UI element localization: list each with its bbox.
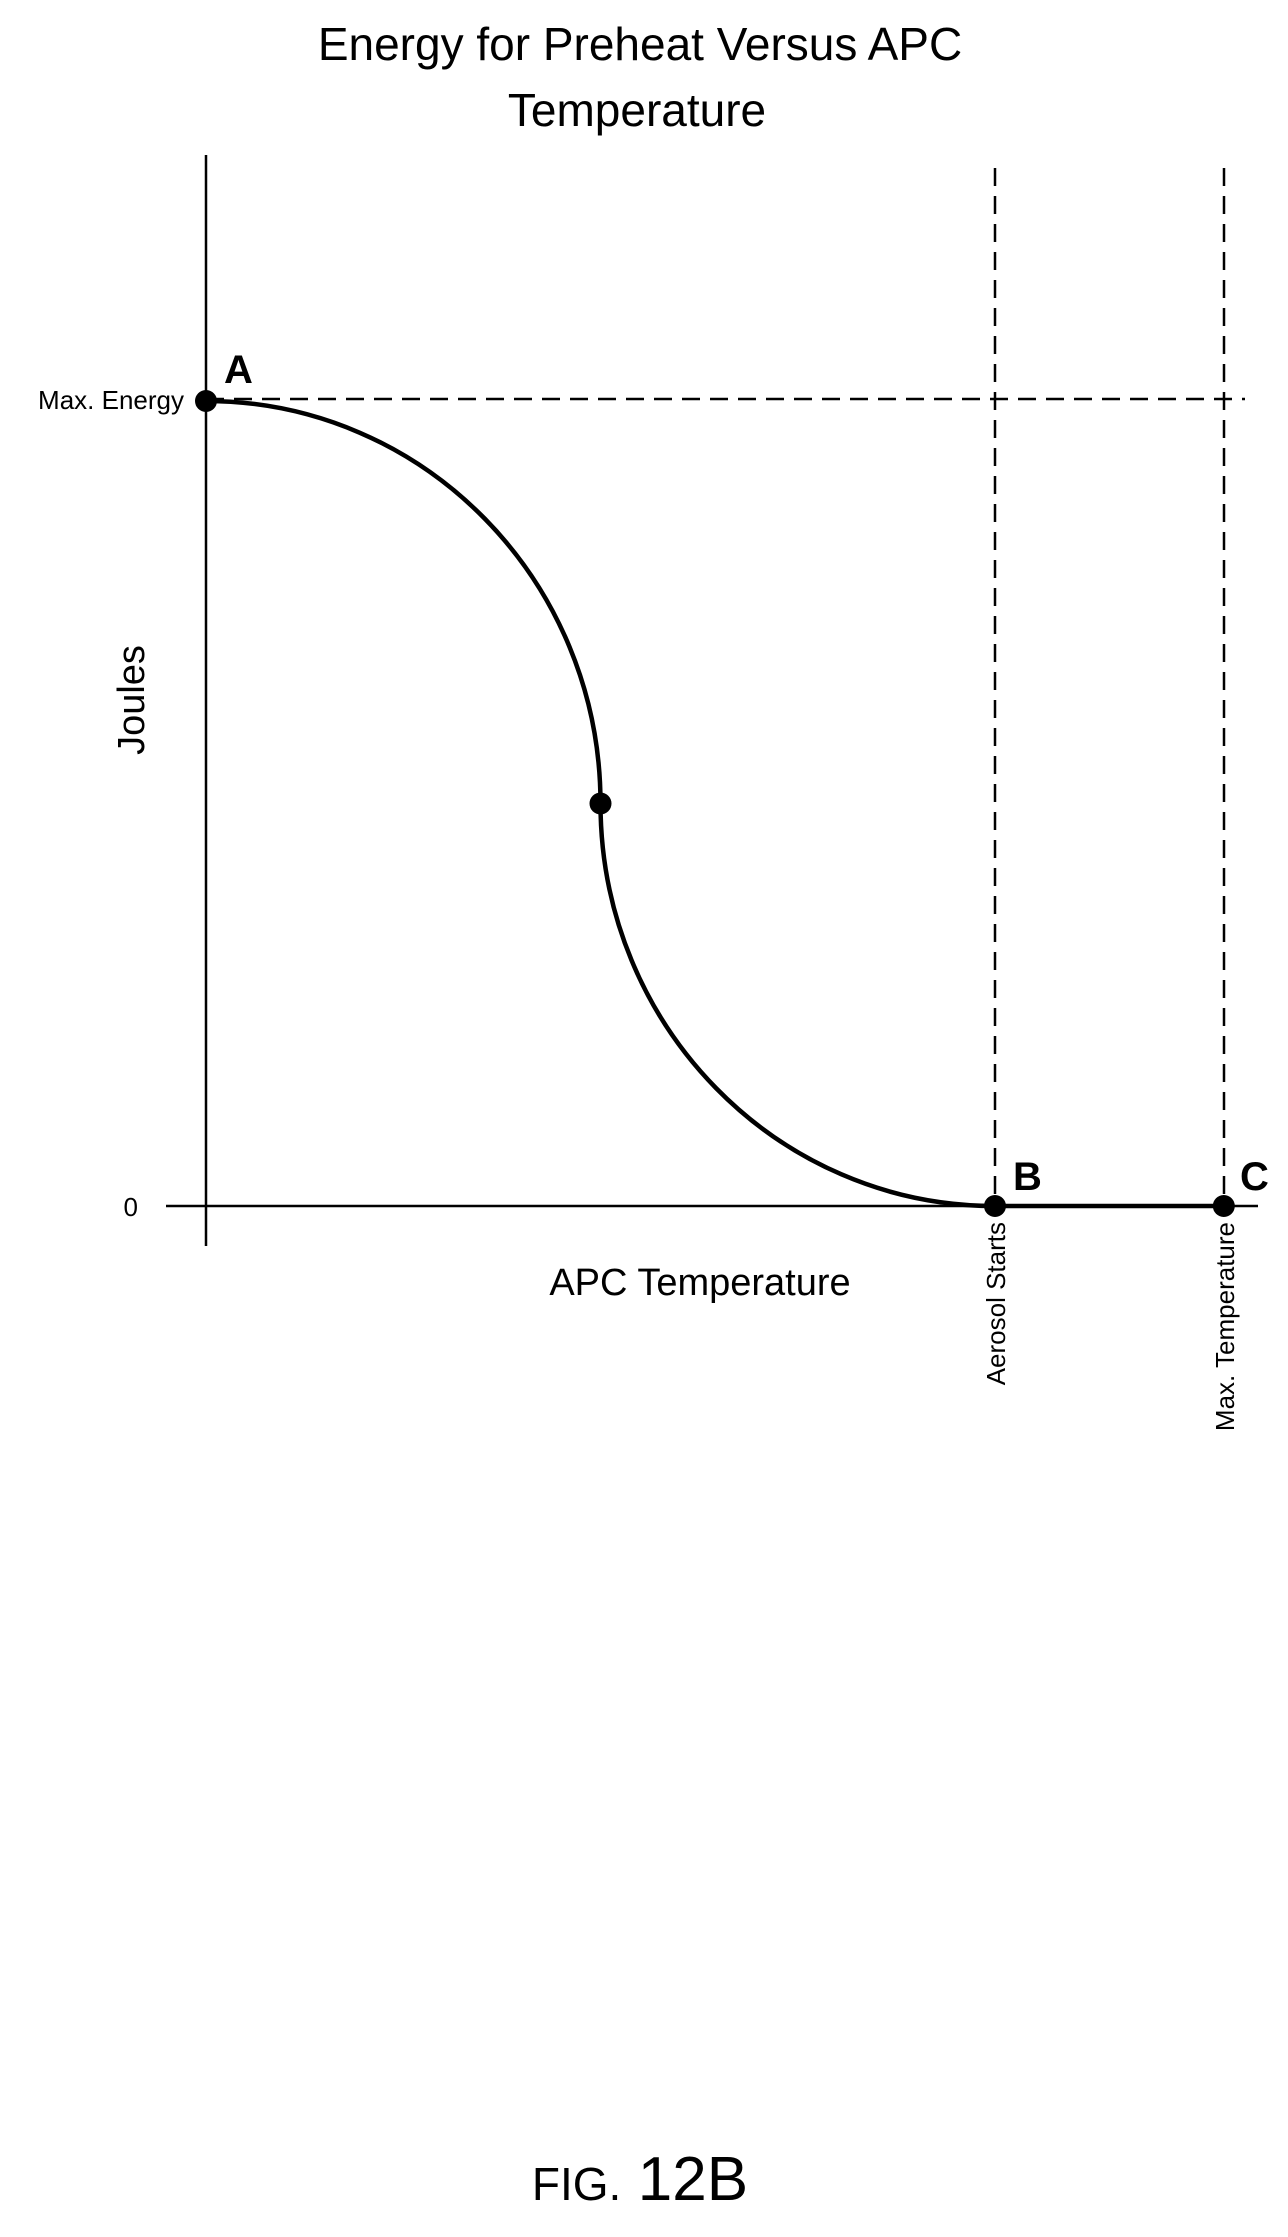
point-c-marker	[1212, 1195, 1235, 1217]
point-b-label: B	[1013, 1155, 1042, 1199]
chart-title-line-2: Temperature	[508, 84, 766, 136]
chart-title-line-1: Energy for Preheat Versus APC	[318, 18, 962, 70]
point-a-label: A	[224, 348, 253, 392]
point-midpoint-marker	[589, 792, 612, 815]
y-axis-label: Joules	[111, 645, 153, 755]
figure-caption-prefix: FIG.	[532, 2158, 621, 2210]
y-tick-label-zero: 0	[124, 1192, 138, 1222]
aerosol-starts-label: Aerosol Starts	[981, 1222, 1011, 1385]
max-temperature-label: Max. Temperature	[1210, 1222, 1240, 1431]
y-tick-label-max-energy: Max. Energy	[38, 385, 184, 415]
figure-caption: FIG. 12B	[532, 2145, 748, 2214]
x-axis-label: APC Temperature	[549, 1262, 850, 1304]
point-a-marker	[195, 390, 217, 412]
figure-caption-number: 12B	[638, 2145, 748, 2214]
point-c-label: C	[1240, 1155, 1269, 1199]
energy-curve	[205, 398, 1224, 1209]
point-b-marker	[984, 1195, 1006, 1217]
